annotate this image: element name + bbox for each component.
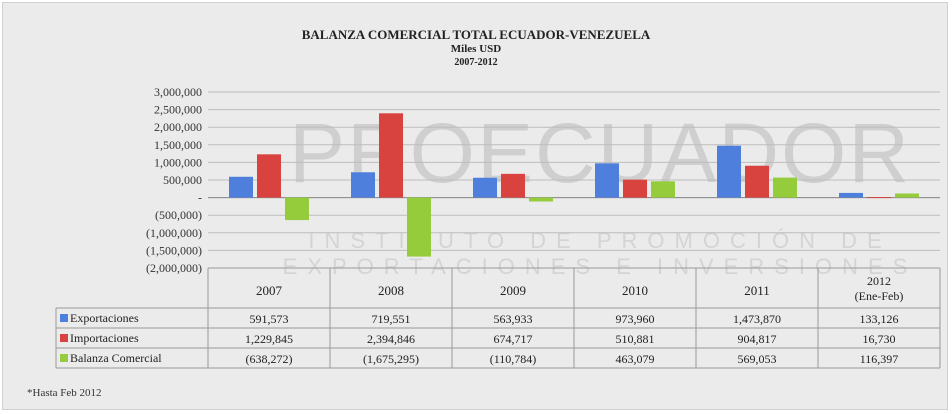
legend-label: Exportaciones — [70, 311, 139, 325]
y-tick-label: - — [198, 191, 202, 205]
y-tick-label: 2,500,000 — [154, 103, 202, 117]
data-value: 2,394,846 — [367, 332, 415, 346]
data-value: 674,717 — [494, 332, 533, 346]
data-value: 510,881 — [616, 332, 655, 346]
y-tick-label: (500,000) — [155, 208, 202, 222]
chart-frame: BALANZA COMERCIAL TOTAL ECUADOR-VENEZUEL… — [2, 2, 948, 410]
y-tick-label: 3,000,000 — [154, 85, 202, 99]
data-value: (638,272) — [246, 352, 293, 366]
legend-key — [60, 334, 68, 342]
y-tick-label: 1,000,000 — [154, 155, 202, 169]
y-tick-label: (2,000,000) — [146, 261, 202, 275]
legend-key — [60, 314, 68, 322]
category-label: (Ene-Feb) — [855, 289, 904, 303]
bar-exportaciones — [839, 192, 863, 198]
legend-label: Balanza Comercial — [70, 351, 162, 365]
category-label: 2008 — [378, 283, 404, 298]
bar-importaciones — [745, 165, 769, 198]
bar-exportaciones — [717, 145, 741, 198]
data-value: 973,960 — [616, 312, 655, 326]
bar-balanza-comercial — [895, 193, 919, 198]
category-label: 2011 — [744, 283, 770, 298]
data-value: 16,730 — [863, 332, 896, 346]
bar-exportaciones — [473, 177, 497, 198]
bar-exportaciones — [229, 176, 253, 198]
data-value: 463,079 — [616, 352, 655, 366]
y-tick-label: 2,000,000 — [154, 120, 202, 134]
data-value: 116,397 — [860, 352, 899, 366]
y-tick-label: (1,000,000) — [146, 226, 202, 240]
data-value: (110,784) — [490, 352, 537, 366]
legend-key — [60, 354, 68, 362]
data-value: 719,551 — [372, 312, 411, 326]
watermark-tagline-2: EXPORTACIONES E INVERSIONES — [283, 254, 918, 279]
bar-exportaciones — [595, 163, 619, 198]
data-value: 133,126 — [860, 312, 899, 326]
y-tick-label: 1,500,000 — [154, 138, 202, 152]
bar-balanza-comercial — [773, 177, 797, 198]
chart-subtitle: Miles USD — [450, 43, 502, 55]
data-value: (1,675,295) — [363, 352, 419, 366]
data-value: 1,229,845 — [245, 332, 293, 346]
bar-importaciones — [501, 173, 525, 198]
bar-balanza-comercial — [651, 181, 675, 198]
bar-importaciones — [623, 179, 647, 198]
chart-period: 2007-2012 — [454, 57, 498, 68]
y-tick-label: 500,000 — [163, 173, 202, 187]
footnote: *Hasta Feb 2012 — [27, 387, 102, 399]
data-value: 1,473,870 — [733, 312, 781, 326]
category-label: 2012 — [867, 274, 891, 288]
watermark-tagline-1: INSTITUTO DE PROMOCIÓN DE — [308, 228, 891, 253]
category-label: 2007 — [256, 283, 283, 298]
bar-balanza-comercial — [407, 197, 431, 257]
chart-title: BALANZA COMERCIAL TOTAL ECUADOR-VENEZUEL… — [301, 27, 651, 42]
category-label: 2010 — [622, 283, 648, 298]
data-value: 569,053 — [738, 352, 777, 366]
data-value: 591,573 — [250, 312, 289, 326]
bar-importaciones — [379, 113, 403, 198]
category-label: 2009 — [500, 283, 526, 298]
bar-balanza-comercial — [529, 197, 553, 202]
bar-exportaciones — [351, 172, 375, 198]
bar-importaciones — [257, 154, 281, 198]
bar-balanza-comercial — [285, 197, 309, 221]
bar-importaciones — [867, 197, 891, 199]
data-value: 904,817 — [738, 332, 777, 346]
data-value: 563,933 — [494, 312, 533, 326]
legend-label: Importaciones — [70, 331, 139, 345]
y-tick-label: (1,500,000) — [146, 243, 202, 257]
